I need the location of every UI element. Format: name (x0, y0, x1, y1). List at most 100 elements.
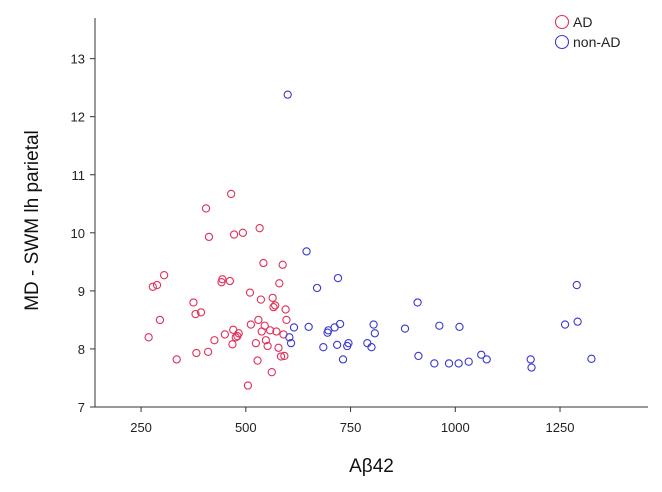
data-point-ad (276, 352, 286, 361)
data-point-ad (189, 298, 198, 307)
data-point-ad (265, 326, 275, 335)
data-point-ad (246, 320, 255, 329)
data-point-non-ad (286, 338, 296, 348)
data-point-ad (256, 295, 266, 304)
data-point-ad (272, 327, 281, 336)
data-point-ad (243, 381, 253, 390)
data-point-non-ad (477, 350, 486, 359)
data-point-ad (155, 315, 165, 325)
data-point-non-ad (464, 357, 473, 366)
data-point-ad (254, 315, 263, 325)
data-point-ad (210, 336, 219, 345)
data-point-non-ad (369, 320, 378, 329)
data-point-non-ad (527, 363, 536, 372)
data-point-ad (253, 356, 262, 365)
legend-label-ad: AD (573, 14, 592, 30)
legend: AD non-AD (554, 14, 620, 50)
data-point-ad (255, 224, 264, 233)
data-point-ad (228, 340, 237, 349)
data-point-ad (227, 189, 236, 199)
legend-label-non-ad: non-AD (573, 34, 620, 50)
data-point-ad (203, 347, 213, 356)
data-point-ad (196, 308, 206, 317)
data-points (144, 90, 596, 390)
data-point-non-ad (413, 298, 422, 307)
data-point-non-ad (572, 280, 581, 290)
data-point-non-ad (289, 323, 299, 332)
data-point-non-ad (444, 359, 454, 368)
data-point-non-ad (335, 319, 345, 329)
data-point-ad (274, 343, 283, 352)
data-point-non-ad (285, 333, 294, 342)
data-point-ad (172, 355, 181, 364)
legend-marker-non-ad (554, 34, 570, 50)
y-tick-label: 12 (71, 110, 85, 125)
data-point-ad (204, 232, 214, 242)
data-point-ad (148, 282, 157, 291)
data-point-ad (220, 330, 230, 339)
data-point-non-ad (367, 343, 376, 352)
data-point-non-ad (435, 321, 444, 330)
data-point-ad (234, 329, 243, 338)
data-point-non-ad (333, 273, 343, 283)
data-point-ad (144, 333, 153, 342)
data-point-ad (270, 301, 280, 310)
data-point-non-ad (302, 247, 311, 256)
x-tick-label: 250 (130, 420, 152, 435)
data-point-non-ad (455, 322, 464, 332)
data-point-ad (268, 293, 277, 302)
data-point-non-ad (363, 338, 372, 348)
y-tick-label: 9 (78, 284, 85, 299)
y-axis-ticks: 7 8 9 10 11 12 13 (71, 52, 95, 415)
x-tick-label: 1250 (546, 420, 575, 435)
data-point-non-ad (338, 355, 348, 364)
axes: 250 500 750 1000 1250 7 8 9 10 11 12 13 (71, 18, 648, 435)
data-point-non-ad (587, 354, 596, 363)
y-axis-title: MD - SWM lh parietal (22, 130, 43, 311)
data-point-ad (191, 309, 200, 319)
data-point-non-ad (560, 320, 570, 329)
data-point-non-ad (283, 90, 292, 99)
y-tick-label: 11 (72, 168, 86, 183)
data-point-ad (263, 341, 272, 351)
data-point-non-ad (312, 283, 322, 293)
data-point-ad (282, 315, 291, 325)
y-tick-label: 7 (78, 400, 85, 415)
data-point-ad (152, 280, 162, 290)
data-point-non-ad (400, 324, 410, 333)
data-point-ad (201, 204, 211, 213)
y-tick-label: 8 (78, 342, 85, 357)
data-point-non-ad (304, 322, 313, 332)
data-point-non-ad (430, 359, 439, 368)
data-point-non-ad (526, 355, 535, 364)
data-point-ad (269, 302, 278, 312)
data-point-ad (267, 368, 276, 377)
data-point-ad (159, 271, 169, 280)
data-point-ad (281, 305, 290, 314)
data-point-ad (251, 338, 261, 348)
data-point-non-ad (573, 317, 582, 326)
data-point-non-ad (319, 343, 328, 352)
data-point-non-ad (344, 338, 353, 348)
data-point-ad (192, 348, 201, 358)
y-tick-label: 10 (71, 226, 85, 241)
data-point-non-ad (414, 351, 423, 361)
x-tick-label: 750 (340, 420, 362, 435)
y-tick-label: 13 (71, 52, 85, 67)
data-point-ad (218, 275, 227, 284)
data-point-non-ad (482, 355, 491, 364)
data-point-ad (280, 351, 289, 361)
data-point-ad (275, 279, 284, 288)
data-point-non-ad (332, 340, 342, 350)
x-tick-label: 1000 (441, 420, 470, 435)
x-tick-label: 500 (235, 420, 257, 435)
data-point-ad (229, 230, 239, 239)
data-point-ad (225, 276, 235, 286)
data-point-ad (278, 260, 287, 269)
data-point-ad (245, 288, 255, 297)
data-point-ad (238, 228, 248, 237)
data-point-ad (260, 321, 269, 330)
data-point-non-ad (454, 359, 463, 368)
data-point-ad (259, 258, 268, 268)
